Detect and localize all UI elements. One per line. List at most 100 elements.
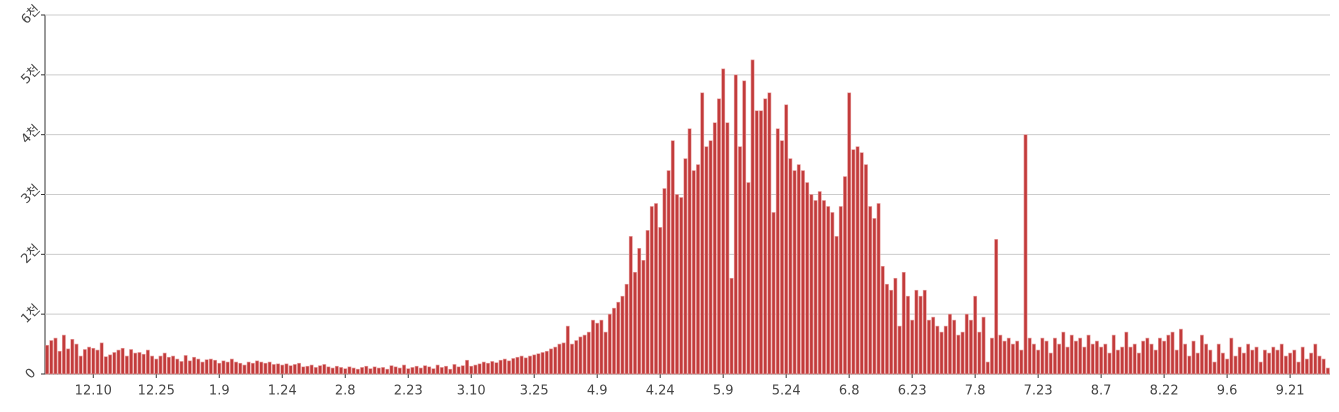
bar (628, 236, 633, 375)
bar (192, 356, 196, 375)
bar (418, 367, 423, 375)
bar (822, 200, 826, 375)
bar (872, 218, 877, 375)
bar (124, 355, 129, 375)
bar (334, 365, 339, 375)
bar (297, 362, 301, 375)
bar (1082, 346, 1087, 375)
bar (301, 366, 306, 375)
bar (263, 362, 268, 375)
bar (507, 360, 511, 375)
bar (616, 301, 621, 375)
bar (389, 365, 394, 375)
bar (250, 362, 255, 375)
x-tick-label: 7.8 (965, 384, 986, 399)
bar (952, 319, 957, 375)
bar (1187, 355, 1192, 375)
bar (87, 346, 91, 375)
bar (1061, 331, 1066, 375)
bar (788, 158, 793, 375)
bar (490, 361, 495, 375)
bar (1078, 337, 1083, 375)
bar (574, 340, 579, 375)
bar (561, 342, 566, 375)
bar (927, 319, 931, 375)
bar (1069, 334, 1074, 375)
bar (683, 158, 688, 375)
bar (1212, 361, 1217, 375)
bar (1095, 340, 1099, 375)
bar (763, 98, 768, 375)
bar (150, 355, 154, 375)
bar (1258, 361, 1263, 375)
x-tick-label: 8.22 (1150, 384, 1179, 399)
bar (620, 295, 625, 375)
bar (1162, 340, 1167, 375)
bar (444, 365, 448, 375)
bar (1158, 337, 1162, 375)
bar (175, 358, 180, 375)
bar (364, 365, 369, 375)
bar (1057, 343, 1062, 375)
bar (767, 92, 772, 375)
bar (864, 164, 868, 375)
bar (754, 110, 759, 375)
x-tick-label: 1.24 (268, 384, 297, 399)
bar (1103, 343, 1108, 375)
bar (1200, 334, 1204, 375)
bar (1263, 349, 1267, 375)
bar (1065, 346, 1070, 375)
bar (557, 343, 562, 375)
bar (318, 365, 322, 375)
bar (1015, 340, 1020, 375)
y-tick-label: 5천 (19, 62, 44, 87)
bar (280, 364, 285, 375)
bar (901, 271, 906, 375)
bar (943, 325, 948, 375)
bar (196, 358, 201, 375)
bar (994, 239, 999, 375)
bar (733, 74, 738, 375)
bar (435, 364, 440, 375)
bar (343, 368, 348, 375)
bar (784, 104, 789, 375)
bar (242, 364, 247, 375)
bar (456, 366, 461, 375)
bar (1221, 352, 1225, 375)
bar (742, 80, 747, 375)
bar (1296, 361, 1301, 375)
bar (792, 170, 797, 375)
bar (234, 361, 238, 375)
bar (200, 361, 205, 375)
bar (1216, 343, 1221, 375)
bar (1284, 355, 1288, 375)
bar (360, 367, 364, 375)
bar (112, 352, 117, 375)
bar (922, 289, 927, 375)
bar (1317, 355, 1322, 375)
bar (880, 265, 885, 375)
bar (843, 176, 847, 375)
bar (1254, 346, 1259, 375)
x-tick-label: 7.23 (1024, 384, 1053, 399)
bar (1124, 331, 1129, 375)
bar (141, 353, 146, 375)
bar (523, 357, 528, 375)
bar (964, 313, 969, 375)
bar (817, 191, 822, 375)
bar (57, 350, 62, 375)
bar (578, 336, 583, 375)
bar (1174, 349, 1179, 375)
bar (801, 170, 805, 375)
bar (700, 92, 705, 375)
x-tick-label: 6.23 (898, 384, 927, 399)
bar (259, 361, 264, 375)
bar (595, 322, 600, 375)
bar (1170, 331, 1175, 375)
bar (729, 277, 734, 375)
bar (624, 283, 629, 375)
bar (868, 206, 873, 375)
bar (536, 353, 541, 375)
bar (1179, 328, 1183, 375)
bar (313, 367, 318, 375)
